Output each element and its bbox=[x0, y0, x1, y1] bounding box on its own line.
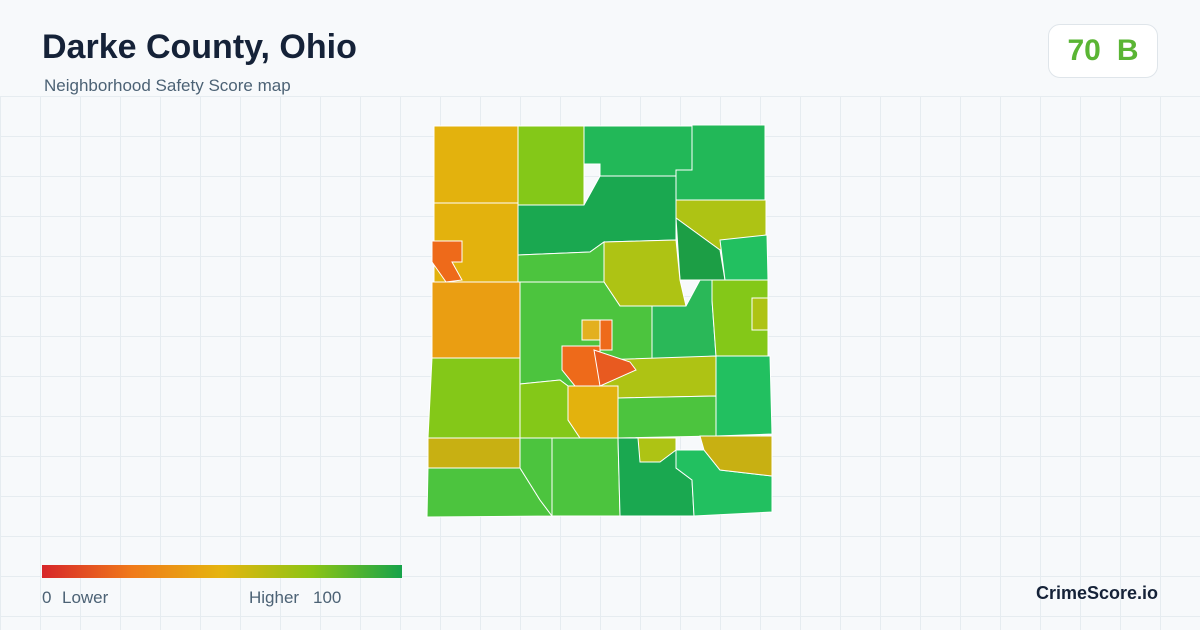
region bbox=[431, 281, 521, 359]
region bbox=[561, 345, 601, 387]
brand: CrimeScore.io bbox=[1035, 583, 1158, 603]
header bbox=[0, 0, 1200, 96]
title: Darke County, Ohio bbox=[42, 28, 357, 66]
grade: B bbox=[1116, 34, 1139, 67]
region bbox=[427, 357, 521, 439]
region bbox=[581, 319, 601, 341]
regions bbox=[426, 124, 773, 518]
region bbox=[699, 435, 773, 477]
subtitle: Neighborhood Safety Score map bbox=[44, 76, 291, 95]
region bbox=[567, 385, 619, 439]
region bbox=[617, 395, 717, 439]
region bbox=[517, 125, 585, 206]
region bbox=[751, 297, 769, 331]
region bbox=[603, 239, 687, 307]
legend-min-label: Lower bbox=[62, 588, 109, 607]
region bbox=[593, 349, 637, 387]
region bbox=[583, 125, 693, 177]
region bbox=[637, 437, 677, 463]
region bbox=[599, 319, 613, 351]
region bbox=[433, 125, 519, 204]
score-badge: 70 B bbox=[1048, 24, 1158, 78]
region bbox=[551, 437, 621, 517]
legend-gradient bbox=[42, 565, 402, 578]
legend-max: 100 bbox=[313, 588, 342, 607]
region bbox=[719, 234, 769, 281]
region bbox=[431, 240, 463, 283]
score: 70 bbox=[1067, 34, 1101, 67]
region bbox=[715, 355, 773, 437]
legend-min: 0 bbox=[42, 588, 52, 607]
region bbox=[427, 437, 521, 469]
region bbox=[519, 437, 553, 518]
legend-max-label: Higher bbox=[249, 588, 300, 607]
